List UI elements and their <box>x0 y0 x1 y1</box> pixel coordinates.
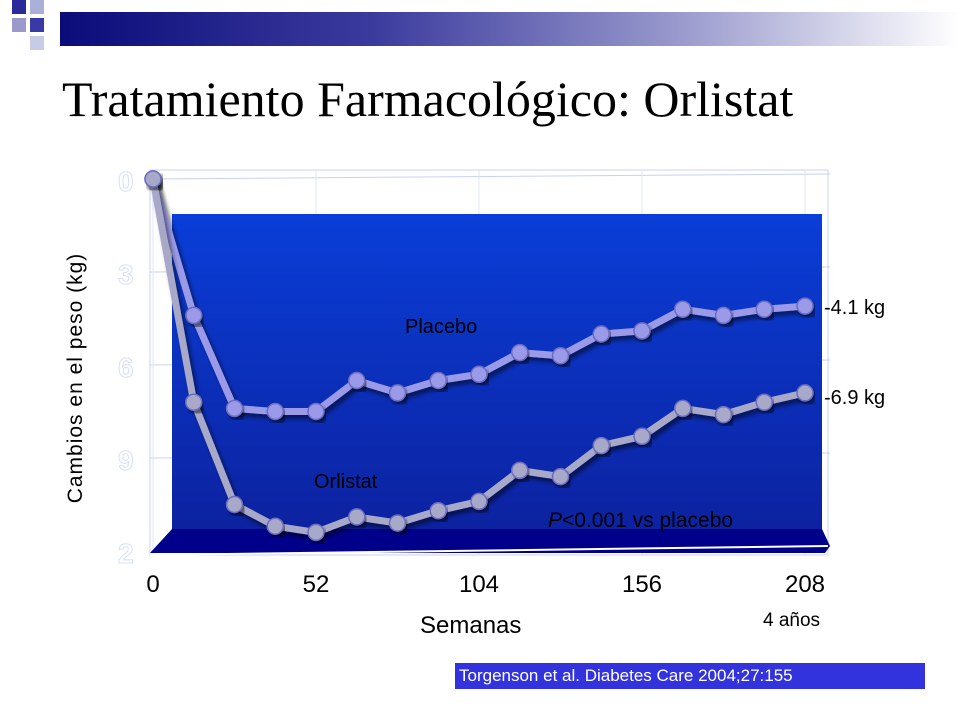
x-axis-line <box>149 545 829 556</box>
data-point-orlistat <box>551 467 570 486</box>
data-point-orlistat <box>470 492 488 511</box>
data-point-placebo <box>185 306 203 325</box>
data-point-orlistat <box>388 514 407 532</box>
data-point-placebo <box>633 322 651 340</box>
data-point-placebo <box>307 402 325 421</box>
data-point-orlistat <box>511 461 529 480</box>
data-point-placebo <box>755 300 773 318</box>
data-point-placebo <box>551 346 570 365</box>
significance-annotation: P<0.001 vs placebo <box>548 509 733 532</box>
y-tick-label: 0 <box>118 166 134 197</box>
data-point-orlistat <box>429 501 447 520</box>
data-point-placebo <box>796 297 814 315</box>
data-point-placebo <box>511 343 529 362</box>
data-point-placebo <box>225 399 244 418</box>
y-tick-label: 3 <box>118 259 134 290</box>
data-point-placebo <box>470 365 488 384</box>
data-point-placebo <box>388 384 407 402</box>
data-point-orlistat <box>144 170 162 188</box>
data-point-orlistat <box>307 523 325 542</box>
data-point-orlistat <box>633 427 651 446</box>
x-tick-label: 208 <box>785 571 825 598</box>
data-point-orlistat <box>674 399 692 418</box>
data-point-placebo <box>266 402 284 421</box>
data-point-placebo <box>592 325 610 343</box>
series-label-placebo: Placebo <box>405 316 477 338</box>
x-tick-label: 104 <box>459 571 499 598</box>
x-tick-label: 52 <box>303 571 330 598</box>
y-tick-label: 2 <box>118 538 134 569</box>
header-gradient-bar <box>60 12 960 46</box>
x-tick-label: 156 <box>622 571 662 598</box>
data-point-orlistat <box>714 405 733 424</box>
x-tick-label: 0 <box>146 571 159 598</box>
data-point-orlistat <box>185 393 203 411</box>
grid-line <box>149 173 831 180</box>
duration-label: 4 años <box>763 610 821 631</box>
orlistat-end-label: -6.9 kg <box>824 387 886 409</box>
y-tick-label: 6 <box>118 352 134 383</box>
data-point-orlistat <box>266 517 284 535</box>
data-point-orlistat <box>225 495 244 514</box>
corner-decoration <box>12 0 44 50</box>
data-point-orlistat <box>592 436 610 455</box>
x-axis-label: Semanas <box>420 612 522 639</box>
series-label-orlistat: Orlistat <box>314 471 378 493</box>
data-point-orlistat <box>348 508 366 526</box>
data-point-orlistat <box>755 393 773 411</box>
data-point-orlistat <box>796 384 814 402</box>
data-point-placebo <box>429 371 447 390</box>
plot-background <box>172 214 822 529</box>
data-point-placebo <box>674 300 692 318</box>
citation: Torgenson et al. Diabetes Care 2004;27:1… <box>455 663 925 689</box>
slide-title: Tratamiento Farmacológico: Orlistat <box>62 71 794 127</box>
plot-floor <box>150 529 830 553</box>
y-axis-label: Cambios en el peso (kg) <box>64 252 87 504</box>
data-point-placebo <box>348 371 366 390</box>
data-point-placebo <box>714 306 733 325</box>
y-tick-label: 9 <box>118 445 134 476</box>
placebo-end-label: -4.1 kg <box>824 297 886 319</box>
